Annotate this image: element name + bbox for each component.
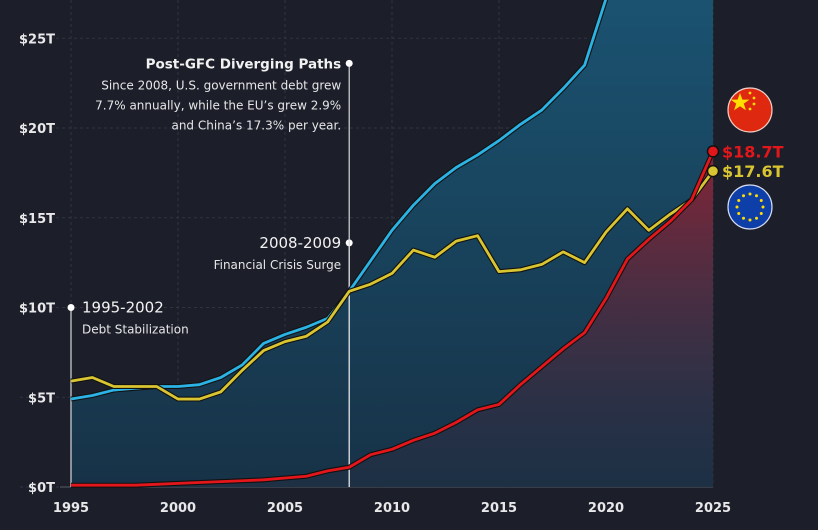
- series-lines: [70, 0, 713, 488]
- eu-star: [737, 212, 741, 215]
- eu-star: [755, 216, 758, 220]
- x-tick-label: 2015: [481, 501, 517, 516]
- y-axis-ticks: $0T $5T $10T $15T $20T $25T: [19, 32, 55, 496]
- y-tick-label: $10T: [19, 302, 55, 317]
- eu-end-point: [706, 164, 720, 178]
- eu-star: [748, 192, 752, 196]
- annotation-body: and China’s 17.3% per year.: [171, 118, 341, 132]
- annotation-dot: [67, 304, 75, 311]
- x-axis-ticks: 1995 2000 2005 2010 2015 2020 2025: [53, 501, 731, 516]
- eu-star: [759, 199, 763, 202]
- eu-star: [759, 212, 763, 215]
- eu-end-label: $17.6T: [722, 162, 784, 181]
- y-tick-label: $0T: [28, 481, 55, 496]
- eu-star: [755, 194, 758, 198]
- x-tick-label: 2005: [267, 501, 303, 516]
- china-area-fill: [71, 151, 713, 487]
- x-tick-label: 2010: [374, 501, 410, 516]
- us-line: [70, 0, 608, 401]
- end-labels: $18.7T$17.6T: [706, 142, 784, 181]
- x-tick-label: 2025: [695, 501, 731, 516]
- eu-star: [742, 194, 745, 198]
- x-tick-label: 1995: [53, 501, 89, 516]
- eu-star: [748, 218, 752, 222]
- y-tick-label: $20T: [19, 122, 55, 137]
- x-tick-label: 2000: [160, 501, 196, 516]
- china-end-label: $18.7T: [722, 142, 784, 161]
- eu-star: [737, 199, 741, 202]
- annotation-title: 1995-2002: [82, 299, 164, 317]
- annotation-title: Post-GFC Diverging Paths: [146, 56, 342, 72]
- annotation-body: Since 2008, U.S. government debt grew: [101, 78, 341, 92]
- china-end-point: [706, 145, 720, 158]
- annotations: 1995-2002 Debt Stabilization 2008-2009 Fina…: [67, 56, 353, 487]
- annotation-body: Financial Crisis Surge: [214, 258, 342, 272]
- china-line: [71, 150, 713, 487]
- y-tick-label: $25T: [19, 32, 55, 47]
- annotation-body: Debt Stabilization: [82, 323, 189, 337]
- china-flag-icon: [727, 87, 773, 133]
- eu-star: [761, 205, 765, 209]
- y-tick-label: $15T: [19, 212, 55, 227]
- eu-flag-icon: [727, 184, 773, 230]
- annotation-body: 7.7% annually, while the EU’s grew 2.9%: [95, 98, 341, 112]
- annotation-dot: [345, 59, 353, 67]
- eu-star: [735, 205, 739, 209]
- eu-line: [70, 170, 713, 401]
- area-fills: [71, 0, 713, 487]
- x-tick-label: 2020: [588, 501, 624, 516]
- annotation-title: 2008-2009: [259, 234, 341, 252]
- y-tick-label: $5T: [28, 391, 55, 406]
- eu-star: [742, 216, 745, 220]
